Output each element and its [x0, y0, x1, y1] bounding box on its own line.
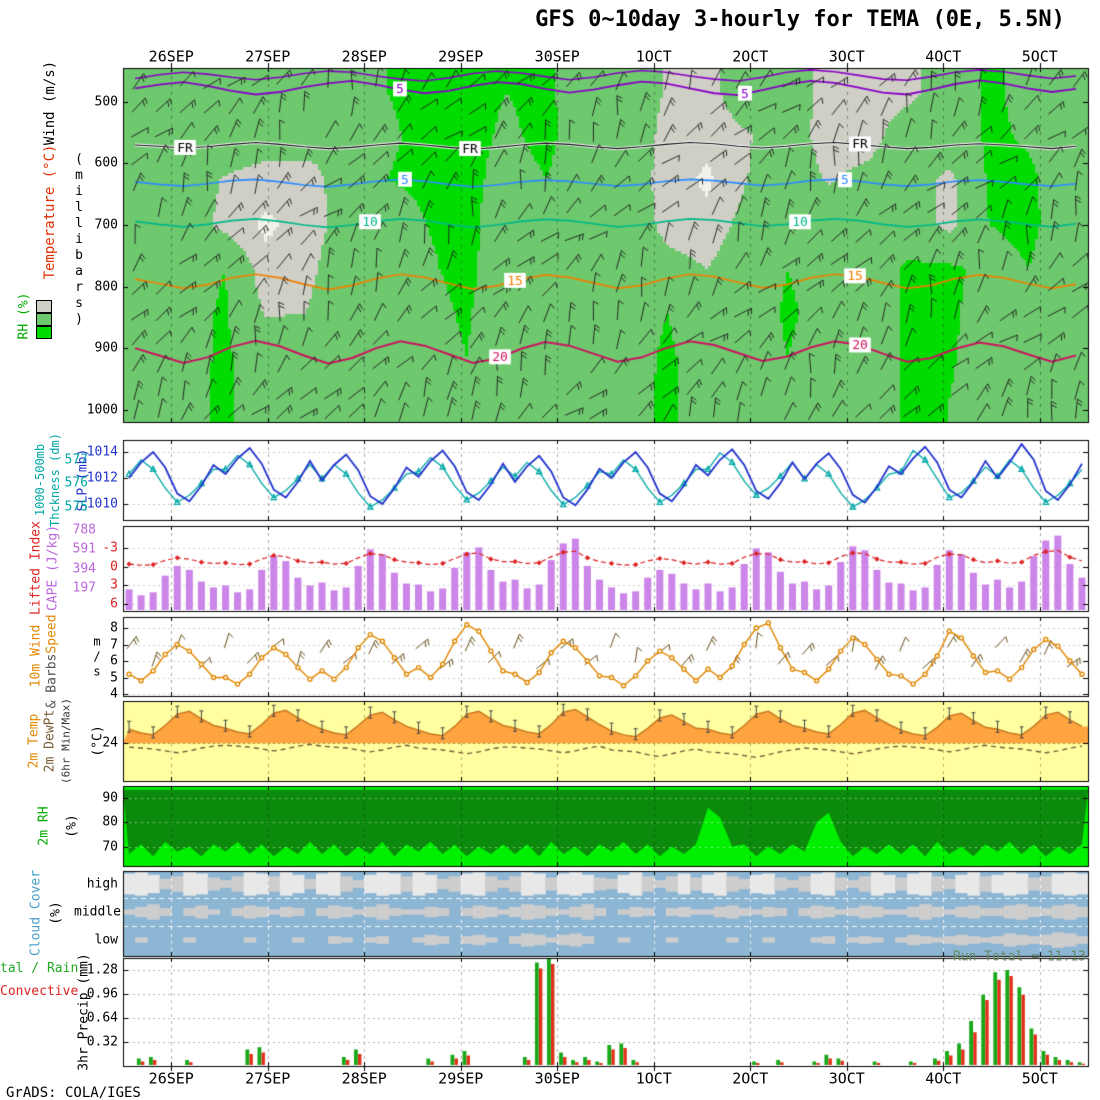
rh-colorbar-swatch	[36, 300, 52, 313]
x-date-label-bottom: 2OCT	[732, 1069, 769, 1088]
pressure-tick-label: 500	[94, 94, 118, 110]
precip-tick-label: 1.28	[86, 962, 118, 978]
x-date-label-bottom: 29SEP	[438, 1069, 484, 1088]
x-date-label-top: 30SEP	[534, 47, 580, 66]
cape-tick-label: 591	[72, 541, 96, 557]
wind10m-axis-label: 10m Wind	[28, 624, 44, 688]
precip-convective-legend: Convective	[0, 984, 79, 999]
temperature-axis-label: Temperature (°C)	[42, 144, 58, 280]
x-date-label-bottom: 27SEP	[245, 1069, 291, 1088]
x-date-label-top: 27SEP	[245, 47, 291, 66]
x-date-label-top: 2OCT	[732, 47, 769, 66]
wind-tick-label: 8	[110, 620, 118, 636]
rh2m-axis-label: 2m RH	[36, 806, 52, 846]
dewpt-axis-label: 2m DewPt	[42, 709, 58, 773]
x-date-label-bottom: 3OCT	[828, 1069, 865, 1088]
cloud-unit-label: (%)	[48, 901, 64, 925]
rh-tick-label: 70	[102, 839, 118, 855]
cloud-row-label: middle	[74, 904, 121, 920]
wind10m-speed-label: Speed	[44, 614, 60, 654]
wind-tick-label: 5	[110, 670, 118, 685]
lifted-index-tick-label: 0	[110, 559, 118, 574]
wind10m-barbs-label: & Barbs	[44, 653, 60, 709]
slp-tick-label: 1014	[86, 444, 118, 460]
cape-tick-label: 788	[72, 522, 96, 538]
temp2m-axis-label: 2m Temp	[26, 713, 42, 769]
x-date-label-bottom: 5OCT	[1021, 1069, 1058, 1088]
x-date-label-top: 1OCT	[635, 47, 672, 66]
x-date-label-bottom: 30SEP	[534, 1069, 580, 1088]
wind-axis-label: Wind (m/s)	[42, 60, 58, 146]
run-total: Run Total = 11.13	[952, 949, 1086, 965]
rh-colorbar-swatch	[36, 326, 52, 339]
rh-axis-label: RH (%)	[16, 292, 32, 340]
cape-tick-label: 394	[72, 561, 96, 576]
x-date-label-top: 28SEP	[341, 47, 387, 66]
x-date-label-top: 26SEP	[148, 47, 194, 66]
thickness-tick-label: 576	[64, 475, 88, 491]
x-date-label-bottom: 4OCT	[925, 1069, 962, 1088]
wind-tick-label: 7	[110, 637, 118, 652]
cloud-row-label: low	[94, 932, 118, 948]
x-date-label-bottom: 1OCT	[635, 1069, 672, 1088]
x-date-label-bottom: 28SEP	[341, 1069, 387, 1088]
slp-tick-label: 1012	[86, 470, 118, 486]
precip-tick-label: 0.32	[86, 1034, 118, 1050]
thickness-tick-label: 575	[64, 499, 88, 515]
minmax-axis-label: (6hr Min/Max)	[59, 697, 73, 785]
slp-tick-label: 1010	[86, 496, 118, 512]
thickness-tick-label: 577	[64, 452, 88, 468]
pressure-tick-label: 900	[94, 340, 118, 356]
lifted-index-axis-label: Lifted Index	[28, 521, 44, 615]
lifted-index-tick-label: 3	[110, 577, 118, 593]
x-date-label-top: 4OCT	[925, 47, 962, 66]
rh-tick-label: 90	[102, 790, 118, 806]
wind10m-unit-label: m/s	[90, 634, 104, 680]
temp-tick-label: 24	[102, 735, 118, 751]
rh-tick-label: 80	[102, 814, 118, 830]
pressure-tick-label: 800	[94, 279, 118, 295]
precip-total-legend: tal / Rain	[0, 961, 79, 976]
pressure-tick-label: 600	[94, 155, 118, 171]
precip-tick-label: 0.64	[86, 1010, 118, 1026]
x-date-label-top: 29SEP	[438, 47, 484, 66]
chart-title: GFS 0~10day 3-hourly for TEMA (0E, 5.5N)	[535, 7, 1065, 32]
lifted-index-tick-label: -3	[102, 540, 118, 556]
cloud-axis-label: Cloud Cover	[28, 869, 44, 957]
rh-colorbar-swatch	[36, 313, 52, 326]
wind-tick-label: 6	[110, 653, 118, 669]
x-date-label-top: 3OCT	[828, 47, 865, 66]
grads-credit: GrADS: COLA/IGES	[6, 1085, 141, 1100]
lifted-index-tick-label: 6	[110, 596, 118, 611]
precip-tick-label: 0.96	[86, 986, 118, 1002]
x-date-label-top: 5OCT	[1021, 47, 1058, 66]
cape-tick-label: 197	[72, 580, 96, 596]
cloud-row-label: high	[86, 876, 118, 892]
millibars-axis-label: (millibars)	[71, 152, 87, 328]
wind-tick-label: 4	[110, 686, 118, 702]
x-date-label-bottom: 26SEP	[148, 1069, 194, 1088]
pressure-tick-label: 700	[94, 217, 118, 233]
pressure-tick-label: 1000	[86, 402, 118, 418]
